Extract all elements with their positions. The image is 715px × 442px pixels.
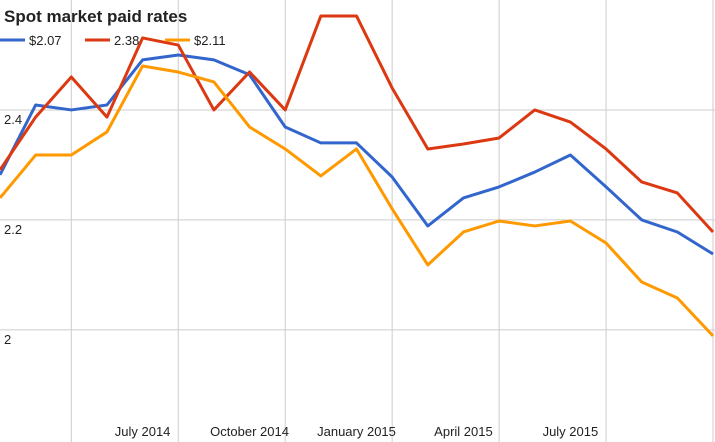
x-tick-label: January 2015: [317, 424, 396, 439]
y-tick-label: 2.4: [4, 112, 22, 127]
legend-label: $2.07: [29, 33, 62, 48]
y-tick-label: 2.2: [4, 222, 22, 237]
chart-title: Spot market paid rates: [4, 7, 187, 26]
x-tick-label: July 2014: [115, 424, 171, 439]
y-tick-label: 2: [4, 332, 11, 347]
series-line: [0, 14, 715, 234]
x-tick-label: July 2015: [543, 424, 599, 439]
legend-label: 2.38: [114, 33, 139, 48]
x-tick-label: October 2014: [210, 424, 289, 439]
x-tick-label: April 2015: [434, 424, 493, 439]
legend-label: $2.11: [194, 33, 226, 48]
series-line: [0, 64, 715, 337]
